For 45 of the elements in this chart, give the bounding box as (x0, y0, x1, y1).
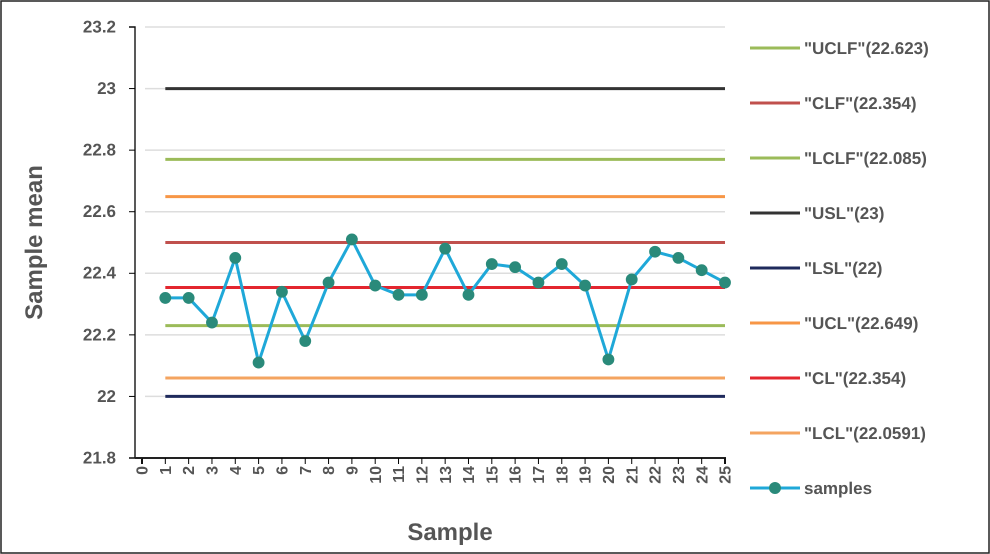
x-tick-label: 5 (251, 466, 268, 475)
x-tick-label: 11 (391, 466, 408, 483)
x-tick-label: 1 (158, 466, 175, 475)
y-tick-label: 23.2 (82, 17, 116, 36)
x-tick-label: 6 (274, 466, 292, 475)
x-tick-label: 9 (344, 466, 362, 475)
x-tick-label: 14 (461, 466, 478, 484)
x-tick-label: 16 (508, 466, 525, 484)
x-tick-label: 18 (554, 466, 572, 484)
y-tick-label: 22 (97, 386, 116, 406)
x-axis-title: Sample (407, 519, 493, 546)
legend-label: "CLF"(22.354) (804, 94, 916, 113)
x-tick-label: 8 (321, 466, 338, 475)
x-tick-label: 12 (414, 466, 432, 484)
legend-label: "UCLF"(22.623) (804, 38, 929, 58)
x-tick-label: 0 (134, 466, 152, 475)
legend-label: "LCL"(22.0591) (804, 424, 926, 443)
x-tick-label: 7 (298, 466, 315, 475)
y-tick-label: 21.8 (82, 448, 116, 468)
x-tick-label: 20 (601, 466, 618, 484)
y-tick-label: 22.6 (82, 202, 116, 222)
x-tick-label: 21 (624, 466, 642, 484)
y-axis-title: Sample mean (21, 165, 48, 320)
x-tick-label: 13 (438, 466, 455, 484)
x-tick-label: 19 (578, 466, 595, 484)
x-tick-label: 4 (228, 466, 245, 475)
x-tick-label: 3 (204, 466, 222, 475)
legend-label: samples (804, 478, 872, 498)
legend-label: "CL"(22.354) (804, 368, 906, 388)
y-tick-label: 22.8 (82, 140, 116, 160)
legend-label: "LCLF"(22.085) (804, 148, 927, 168)
x-tick-label: 10 (368, 466, 385, 484)
x-tick-label: 17 (531, 466, 548, 484)
y-tick-label: 22.4 (82, 264, 117, 283)
y-tick-label: 22.2 (82, 325, 116, 344)
legend-label: "LSL"(22) (804, 258, 882, 278)
y-tick-label: 23 (97, 79, 116, 98)
x-tick-label: 23 (670, 466, 688, 484)
x-tick-label: 24 (694, 466, 712, 484)
x-tick-label: 25 (718, 466, 735, 484)
x-tick-label: 15 (484, 466, 502, 484)
legend-label: "USL"(23) (804, 204, 884, 223)
x-tick-label: 2 (181, 466, 198, 475)
x-tick-label: 22 (648, 466, 665, 484)
legend-label: "UCL"(22.649) (804, 314, 918, 333)
